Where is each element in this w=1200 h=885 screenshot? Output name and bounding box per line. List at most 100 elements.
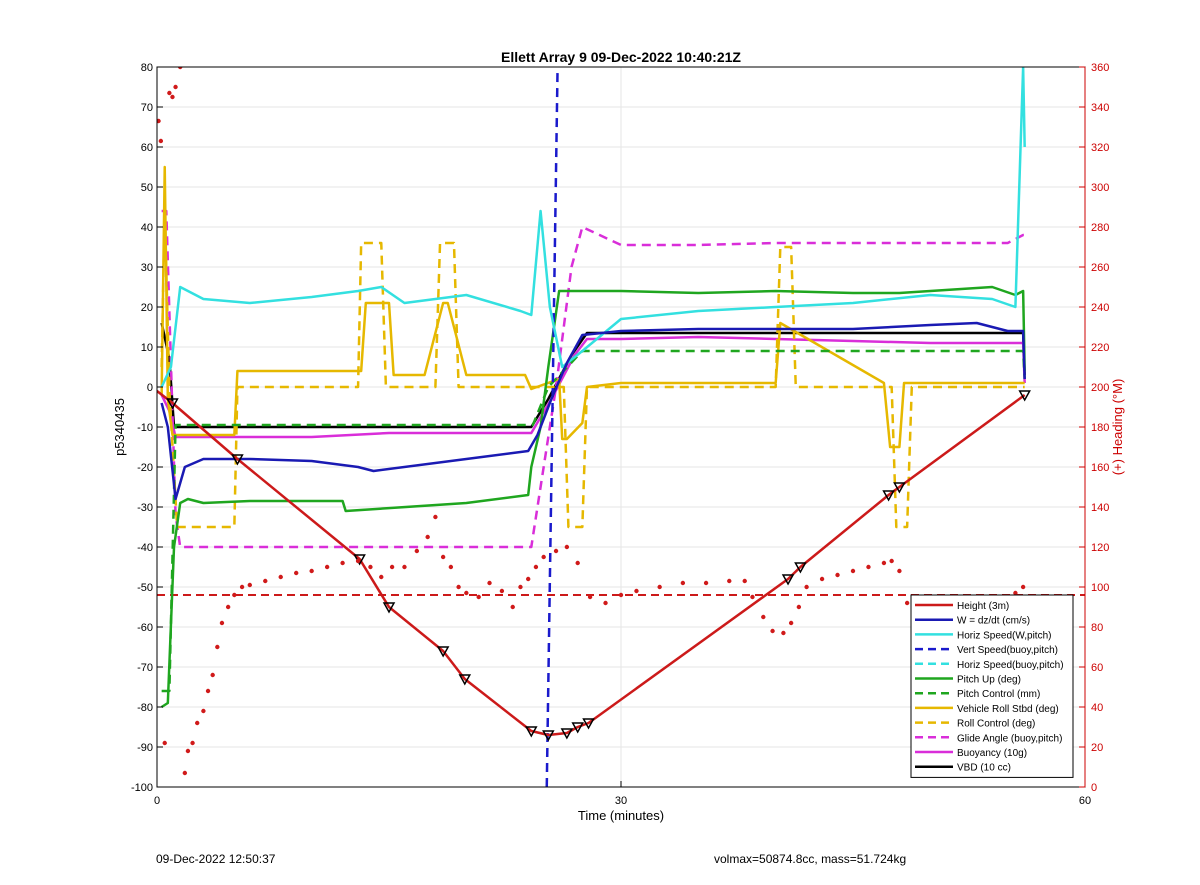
y2-axis-label: (+) Heading (°M) [1110, 379, 1125, 476]
heading-point [526, 576, 531, 582]
heading-point [781, 630, 786, 636]
y2-tick-label: 60 [1091, 662, 1103, 674]
heading-point [201, 708, 206, 714]
height-marker [794, 562, 807, 574]
heading-point [476, 594, 481, 600]
series-line-horiz-speed-w-pitch [160, 67, 1026, 388]
heading-point [761, 614, 766, 620]
heading-point [518, 584, 523, 590]
x-tick-label: 30 [615, 795, 627, 807]
legend-label: VBD (10 cc) [957, 763, 1011, 774]
height-marker [436, 646, 450, 658]
heading-point [750, 594, 755, 600]
heading-point [185, 748, 191, 754]
heading-point [368, 564, 373, 570]
heading-point [225, 604, 231, 610]
heading-point [1013, 590, 1018, 596]
y2-tick-label: 100 [1091, 582, 1109, 594]
y-tick-label: 60 [141, 142, 153, 154]
heading-point [278, 574, 283, 580]
legend-label: Horiz Speed(W,pitch) [957, 630, 1051, 641]
height-marker [582, 718, 595, 730]
heading-point [564, 544, 570, 550]
legend-label: Pitch Control (mm) [957, 689, 1040, 700]
heading-point [425, 534, 430, 540]
x-axis-label: Time (minutes) [578, 808, 664, 823]
y-tick-label: -40 [137, 542, 153, 554]
legend-label: Height (3m) [957, 601, 1009, 612]
heading-point [402, 564, 407, 570]
heading-point [355, 558, 361, 564]
y2-tick-label: 340 [1091, 102, 1109, 114]
heading-point [464, 590, 469, 596]
heading-point [182, 770, 188, 776]
heading-point [587, 594, 593, 600]
y2-tick-label: 180 [1091, 422, 1109, 434]
height-marker [1018, 390, 1031, 402]
y-tick-label: -10 [137, 422, 153, 434]
y2-tick-label: 40 [1091, 702, 1103, 714]
y-tick-label: -30 [137, 502, 153, 514]
heading-point [510, 604, 515, 610]
height-marker [231, 454, 244, 466]
legend-label: Roll Control (deg) [957, 719, 1035, 730]
series-line-vehicle-roll-stbd-deg [160, 165, 1025, 449]
heading-point [499, 588, 505, 594]
heading-point [414, 548, 420, 554]
y-tick-label: -20 [137, 462, 153, 474]
heading-point [819, 576, 825, 582]
x-tick-label: 60 [1079, 795, 1091, 807]
height-marker [560, 728, 574, 740]
heading-point [219, 620, 225, 626]
legend-label: Vehicle Roll Stbd (deg) [957, 704, 1059, 715]
heading-point [167, 90, 172, 96]
heading-point [575, 560, 580, 566]
heading-point [703, 580, 709, 586]
heading-point [205, 688, 211, 694]
heading-point [727, 578, 732, 584]
height-marker [882, 490, 895, 502]
y-tick-label: -50 [137, 582, 153, 594]
heading-point [866, 564, 871, 570]
y2-tick-label: 220 [1091, 342, 1109, 354]
y-tick-label: 10 [141, 342, 153, 354]
heading-point [215, 644, 220, 650]
y-tick-label: 50 [141, 182, 153, 194]
height-marker [781, 574, 795, 586]
y2-tick-label: 300 [1091, 182, 1109, 194]
legend-label: Glide Angle (buoy,pitch) [957, 733, 1062, 744]
heading-scatter-layer [157, 67, 1026, 776]
y2-tick-label: 140 [1091, 502, 1109, 514]
series-line-glide-angle-buoy-pitch [161, 209, 1025, 549]
series-line-w-dz-dt-cm-s [160, 321, 1026, 501]
heading-point [770, 628, 775, 634]
heading-point [157, 118, 161, 124]
y2-tick-label: 120 [1091, 542, 1109, 554]
height-marker [525, 726, 538, 738]
series-line-height-3m [157, 390, 1026, 737]
y-axis-label: p5340435 [112, 398, 127, 456]
heading-point [239, 584, 245, 590]
heading-point [195, 720, 200, 726]
y-tick-label: -80 [137, 702, 153, 714]
y2-tick-label: 240 [1091, 302, 1109, 314]
heading-point [178, 67, 183, 70]
y-tick-label: -100 [131, 782, 153, 794]
legend-box [910, 594, 1074, 778]
heading-point [680, 580, 686, 586]
heading-point [889, 558, 894, 564]
heading-point [309, 568, 314, 574]
heading-point [541, 554, 546, 560]
heading-point [487, 580, 492, 586]
footer-timestamp: 09-Dec-2022 12:50:37 [156, 852, 276, 866]
chart-title: Ellett Array 9 09-Dec-2022 10:40:21Z [501, 49, 741, 65]
height-marker [571, 722, 584, 734]
heading-point [294, 570, 299, 576]
legend-label: Horiz Speed(buoy,pitch) [957, 660, 1064, 671]
heading-point [850, 568, 856, 574]
y2-tick-label: 0 [1091, 782, 1097, 794]
y2-tick-label: 160 [1091, 462, 1109, 474]
heading-point [162, 740, 167, 746]
x-tick-label: 0 [154, 795, 160, 807]
